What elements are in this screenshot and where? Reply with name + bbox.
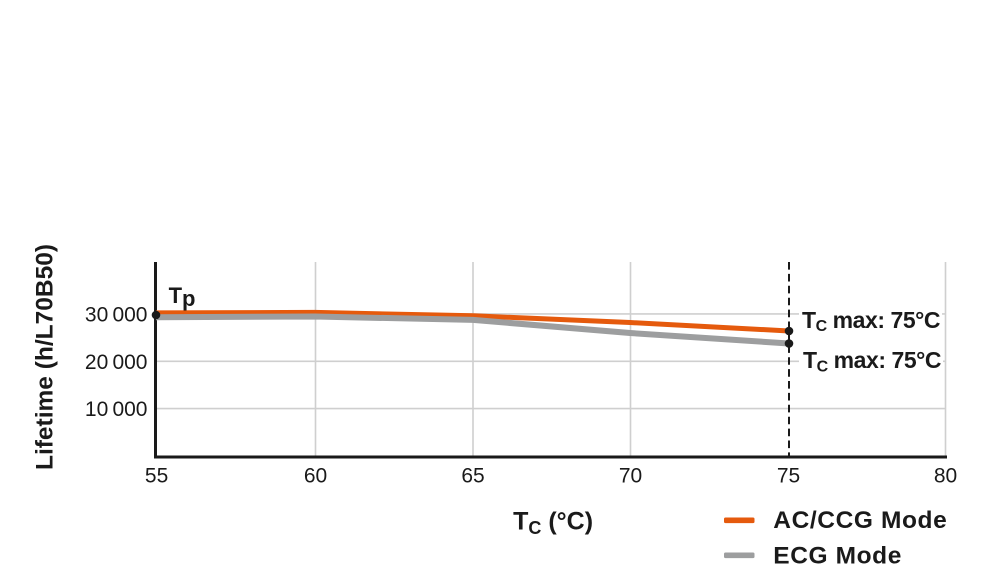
svg-text:65: 65 xyxy=(461,465,484,488)
svg-text:80: 80 xyxy=(934,465,957,488)
svg-text:20 000: 20 000 xyxy=(85,351,148,374)
svg-text:AC/CCG Mode: AC/CCG Mode xyxy=(773,507,947,534)
svg-text:30 000: 30 000 xyxy=(85,304,148,327)
svg-text:TC (°C): TC (°C) xyxy=(513,508,593,539)
svg-text:Lifetime (h/L70B50): Lifetime (h/L70B50) xyxy=(32,244,59,470)
svg-text:ECG Mode: ECG Mode xyxy=(773,543,902,567)
svg-text:55: 55 xyxy=(145,465,168,488)
svg-text:75: 75 xyxy=(777,465,800,488)
svg-text:TC max: 75°C: TC max: 75°C xyxy=(802,307,940,335)
svg-text:Tp: Tp xyxy=(169,283,196,311)
svg-text:60: 60 xyxy=(304,465,327,488)
svg-text:10 000: 10 000 xyxy=(85,398,148,421)
svg-text:70: 70 xyxy=(619,465,642,488)
